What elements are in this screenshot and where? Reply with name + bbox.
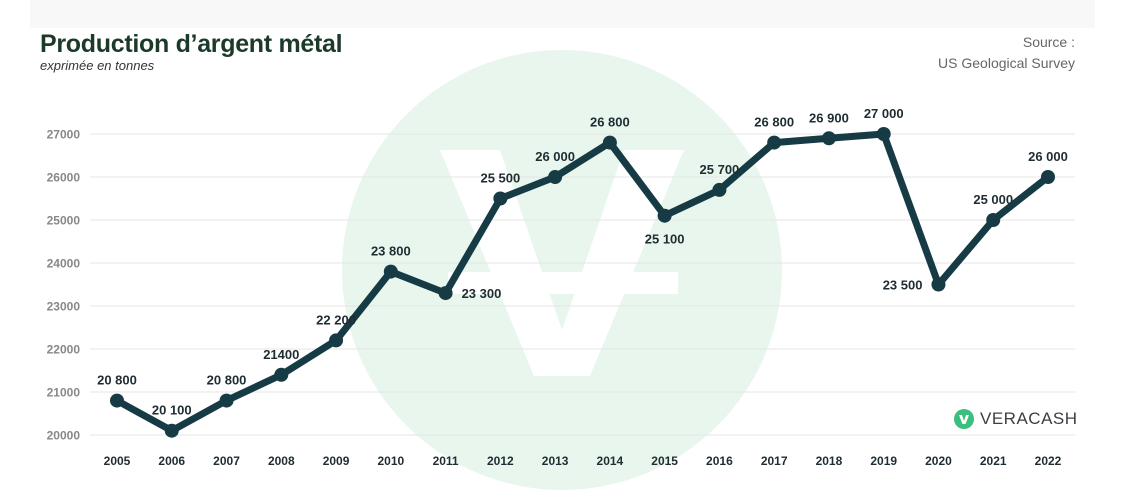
- grid-lines: [90, 133, 1075, 436]
- data-point: [1041, 170, 1055, 184]
- x-axis: 2005 2006 2007 2008 2009 2010 2011 2012 2013 2014…: [104, 454, 1062, 468]
- data-label: 26 000: [1028, 149, 1068, 164]
- y-tick-label: 22000: [47, 343, 81, 357]
- x-tick-label: 2019: [870, 454, 897, 468]
- data-label: 25 700: [700, 162, 740, 177]
- y-tick-label: 20000: [47, 429, 81, 443]
- data-label: 25 500: [480, 171, 520, 186]
- x-tick-label: 2013: [542, 454, 569, 468]
- brand-logo: VERACASH: [954, 409, 1078, 429]
- data-label: 25 100: [645, 232, 685, 247]
- data-point: [164, 423, 179, 438]
- brand-name: VERACASH: [980, 409, 1078, 428]
- x-tick-label: 2012: [487, 454, 514, 468]
- data-point: [657, 208, 672, 223]
- data-label: 26 900: [809, 110, 849, 125]
- x-tick-label: 2011: [433, 454, 459, 468]
- source-label: Source :: [1022, 34, 1075, 50]
- x-tick-label: 2021: [980, 454, 1007, 468]
- y-tick-label: 27000: [47, 128, 81, 142]
- top-band: [30, 0, 1095, 28]
- data-label: 23 500: [883, 278, 923, 293]
- y-tick-label: 26000: [47, 171, 81, 185]
- data-label: 20 800: [97, 373, 137, 388]
- data-point: [767, 135, 782, 150]
- data-point: [821, 131, 836, 146]
- data-label: 22 200: [316, 312, 356, 327]
- veracash-logo-icon: [954, 409, 974, 429]
- data-point: [383, 264, 398, 279]
- x-tick-label: 2009: [323, 454, 350, 468]
- data-label: 23 300: [462, 286, 502, 301]
- series-line: [113, 130, 1052, 435]
- source-name: US Geological Survey: [938, 55, 1075, 71]
- data-point: [876, 127, 891, 141]
- y-tick-label: 23000: [47, 300, 81, 314]
- data-label: 23 800: [371, 244, 411, 259]
- data-point: [548, 170, 563, 184]
- data-point: [602, 135, 617, 150]
- data-point: [931, 277, 946, 292]
- x-tick-label: 2017: [761, 454, 788, 468]
- data-label: 20 100: [152, 403, 192, 418]
- y-tick-label: 25000: [47, 214, 81, 228]
- data-point: [219, 393, 234, 408]
- data-points: [110, 127, 1055, 438]
- data-point: [493, 191, 508, 206]
- chart-subtitle: exprimée en tonnes: [40, 58, 155, 73]
- watermark-logo: [342, 50, 782, 490]
- x-tick-label: 2005: [104, 454, 131, 468]
- y-axis: 20000 21000 22000 23000 24000 25000 26000 27000: [47, 128, 81, 443]
- x-tick-label: 2015: [651, 454, 678, 468]
- data-label: 26 800: [754, 115, 794, 130]
- x-tick-label: 2010: [377, 454, 404, 468]
- data-point: [438, 286, 453, 301]
- x-tick-label: 2007: [213, 454, 240, 468]
- data-label: 26 000: [535, 149, 575, 164]
- x-tick-label: 2006: [158, 454, 185, 468]
- x-tick-label: 2018: [816, 454, 843, 468]
- x-tick-label: 2022: [1035, 454, 1062, 468]
- x-tick-label: 2020: [925, 454, 952, 468]
- data-label: 21400: [263, 347, 299, 362]
- data-point: [329, 333, 344, 348]
- data-point: [274, 367, 289, 382]
- chart-title: Production d’argent métal: [40, 30, 343, 58]
- data-point: [110, 393, 124, 408]
- data-label: 20 800: [207, 373, 247, 388]
- data-label: 25 000: [973, 192, 1013, 207]
- x-tick-label: 2016: [706, 454, 733, 468]
- data-label: 27 000: [864, 106, 904, 121]
- y-tick-label: 21000: [47, 386, 81, 400]
- source-note: Source : US Geological Survey: [938, 32, 1075, 74]
- data-point: [712, 182, 727, 197]
- x-tick-label: 2014: [597, 454, 624, 468]
- y-tick-label: 24000: [47, 257, 81, 271]
- data-point: [986, 213, 1001, 227]
- x-tick-label: 2008: [268, 454, 295, 468]
- data-labels: 20 800 20 100 20 800 21400 22 200 23 800 23 30…: [97, 106, 1068, 418]
- data-label: 26 800: [590, 115, 630, 130]
